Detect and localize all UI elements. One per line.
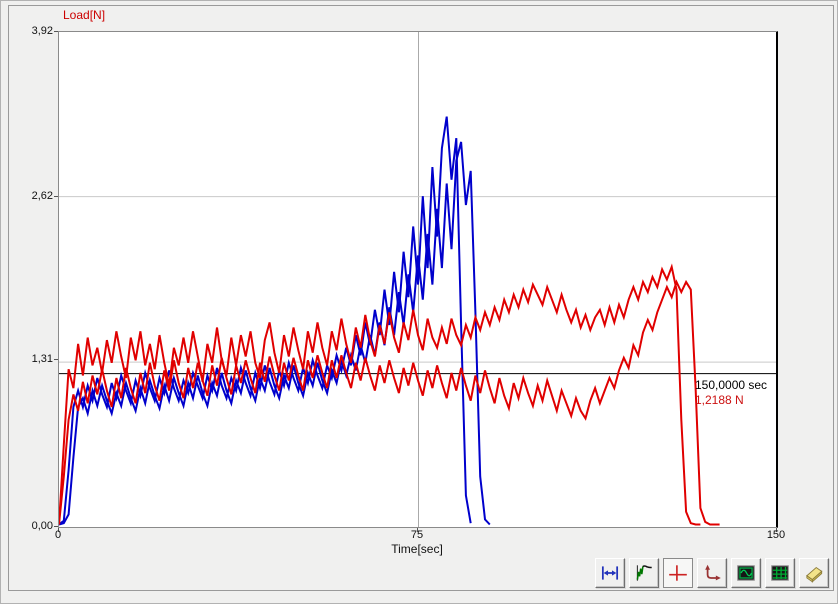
x-axis-tick xyxy=(776,528,777,532)
traces-canvas xyxy=(59,32,777,527)
waveform-icon xyxy=(636,565,652,581)
screen-button[interactable] xyxy=(731,558,761,588)
y-axis-tick xyxy=(54,526,58,527)
x-tick-label: 0 xyxy=(54,529,62,541)
plot-area[interactable]: 150,0000 sec 1,2188 N xyxy=(58,31,778,528)
waveform-button[interactable] xyxy=(629,558,659,588)
eraser-button[interactable] xyxy=(799,558,829,588)
x-tick-label: 150 xyxy=(766,529,786,541)
eraser-icon xyxy=(806,566,823,583)
x-tick-label: 75 xyxy=(410,529,424,541)
y-tick-label: 3,92 xyxy=(31,25,53,37)
crosshair-cursor-icon xyxy=(669,565,687,581)
y-tick-label: 1,31 xyxy=(31,353,53,365)
y-axis-tick xyxy=(54,31,58,32)
cursor-time-value: 150,0000 sec xyxy=(695,378,768,392)
y-axis-tick xyxy=(54,196,58,197)
cursor-readout: 150,0000 sec 1,2188 N xyxy=(695,378,767,408)
y-axis-title: Load[N] xyxy=(63,8,106,22)
y-tick-label: 0,00 xyxy=(31,520,53,532)
grid-icon xyxy=(771,565,789,581)
chart-panel: Load[N] 3,92 2,62 1,31 0,00 150,0000 sec… xyxy=(8,5,834,591)
x-axis-tick xyxy=(417,528,418,532)
y-axis-tick xyxy=(54,359,58,360)
x-range-button[interactable] xyxy=(595,558,625,588)
x-axis-title: Time[sec] xyxy=(391,542,443,556)
cursor-load-value: 1,2188 N xyxy=(695,393,744,407)
x-range-icon xyxy=(601,566,619,580)
x-axis-tick xyxy=(58,528,59,532)
grid-button[interactable] xyxy=(765,558,795,588)
chart-toolbar xyxy=(595,558,829,588)
axes-button[interactable] xyxy=(697,558,727,588)
crosshair-cursor-button[interactable] xyxy=(663,558,693,588)
y-tick-label: 2,62 xyxy=(31,190,53,202)
screen-icon xyxy=(737,565,755,581)
axes-icon xyxy=(705,564,721,581)
